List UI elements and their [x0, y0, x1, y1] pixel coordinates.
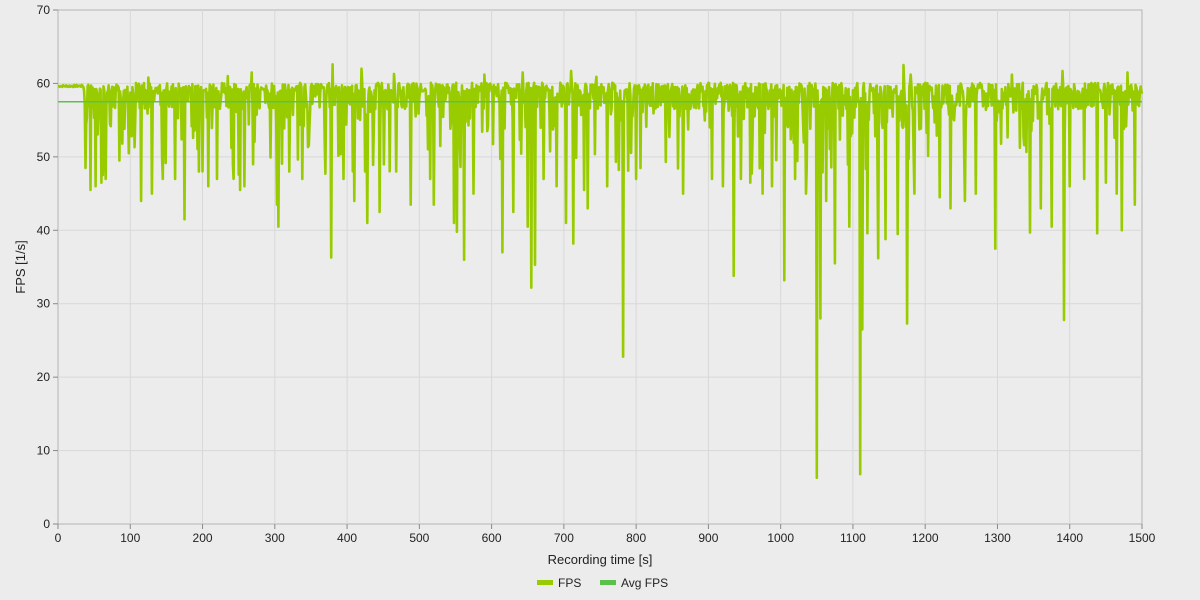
x-tick-label: 300 [265, 531, 285, 545]
x-tick-label: 400 [337, 531, 357, 545]
y-axis-ticks: 0 10 20 30 40 50 60 70 [37, 3, 58, 531]
x-tick-label: 500 [409, 531, 429, 545]
x-tick-label: 700 [554, 531, 574, 545]
y-tick-label: 0 [43, 517, 50, 531]
x-tick-label: 200 [193, 531, 213, 545]
x-tick-label: 1000 [767, 531, 794, 545]
x-tick-label: 100 [120, 531, 140, 545]
y-tick-label: 10 [37, 444, 51, 458]
y-tick-label: 70 [37, 3, 51, 17]
x-tick-label: 1400 [1056, 531, 1083, 545]
x-tick-label: 800 [626, 531, 646, 545]
x-axis-title: Recording time [s] [548, 552, 653, 567]
y-tick-label: 30 [37, 297, 51, 311]
legend-swatch-fps [537, 580, 553, 585]
x-tick-label: 1300 [984, 531, 1011, 545]
y-tick-label: 40 [37, 223, 51, 237]
series-layer [57, 63, 1144, 480]
x-axis-ticks: 0 100 200 300 400 500 600 700 800 900 1000 1100 1200… [55, 524, 1156, 545]
x-tick-label: 0 [55, 531, 62, 545]
legend-label-avg-fps: Avg FPS [621, 576, 668, 590]
y-tick-label: 60 [37, 76, 51, 90]
fps-series-line [57, 63, 1144, 480]
y-tick-label: 50 [37, 150, 51, 164]
x-tick-label: 1100 [840, 531, 866, 545]
x-tick-label: 1500 [1129, 531, 1156, 545]
legend: FPS Avg FPS [537, 576, 668, 590]
legend-label-fps: FPS [558, 576, 581, 590]
x-tick-label: 600 [482, 531, 502, 545]
x-tick-label: 1200 [912, 531, 939, 545]
y-tick-label: 20 [37, 370, 51, 384]
y-axis-title: FPS [1/s] [13, 240, 28, 293]
legend-swatch-avg-fps [600, 580, 616, 585]
x-tick-label: 900 [698, 531, 718, 545]
